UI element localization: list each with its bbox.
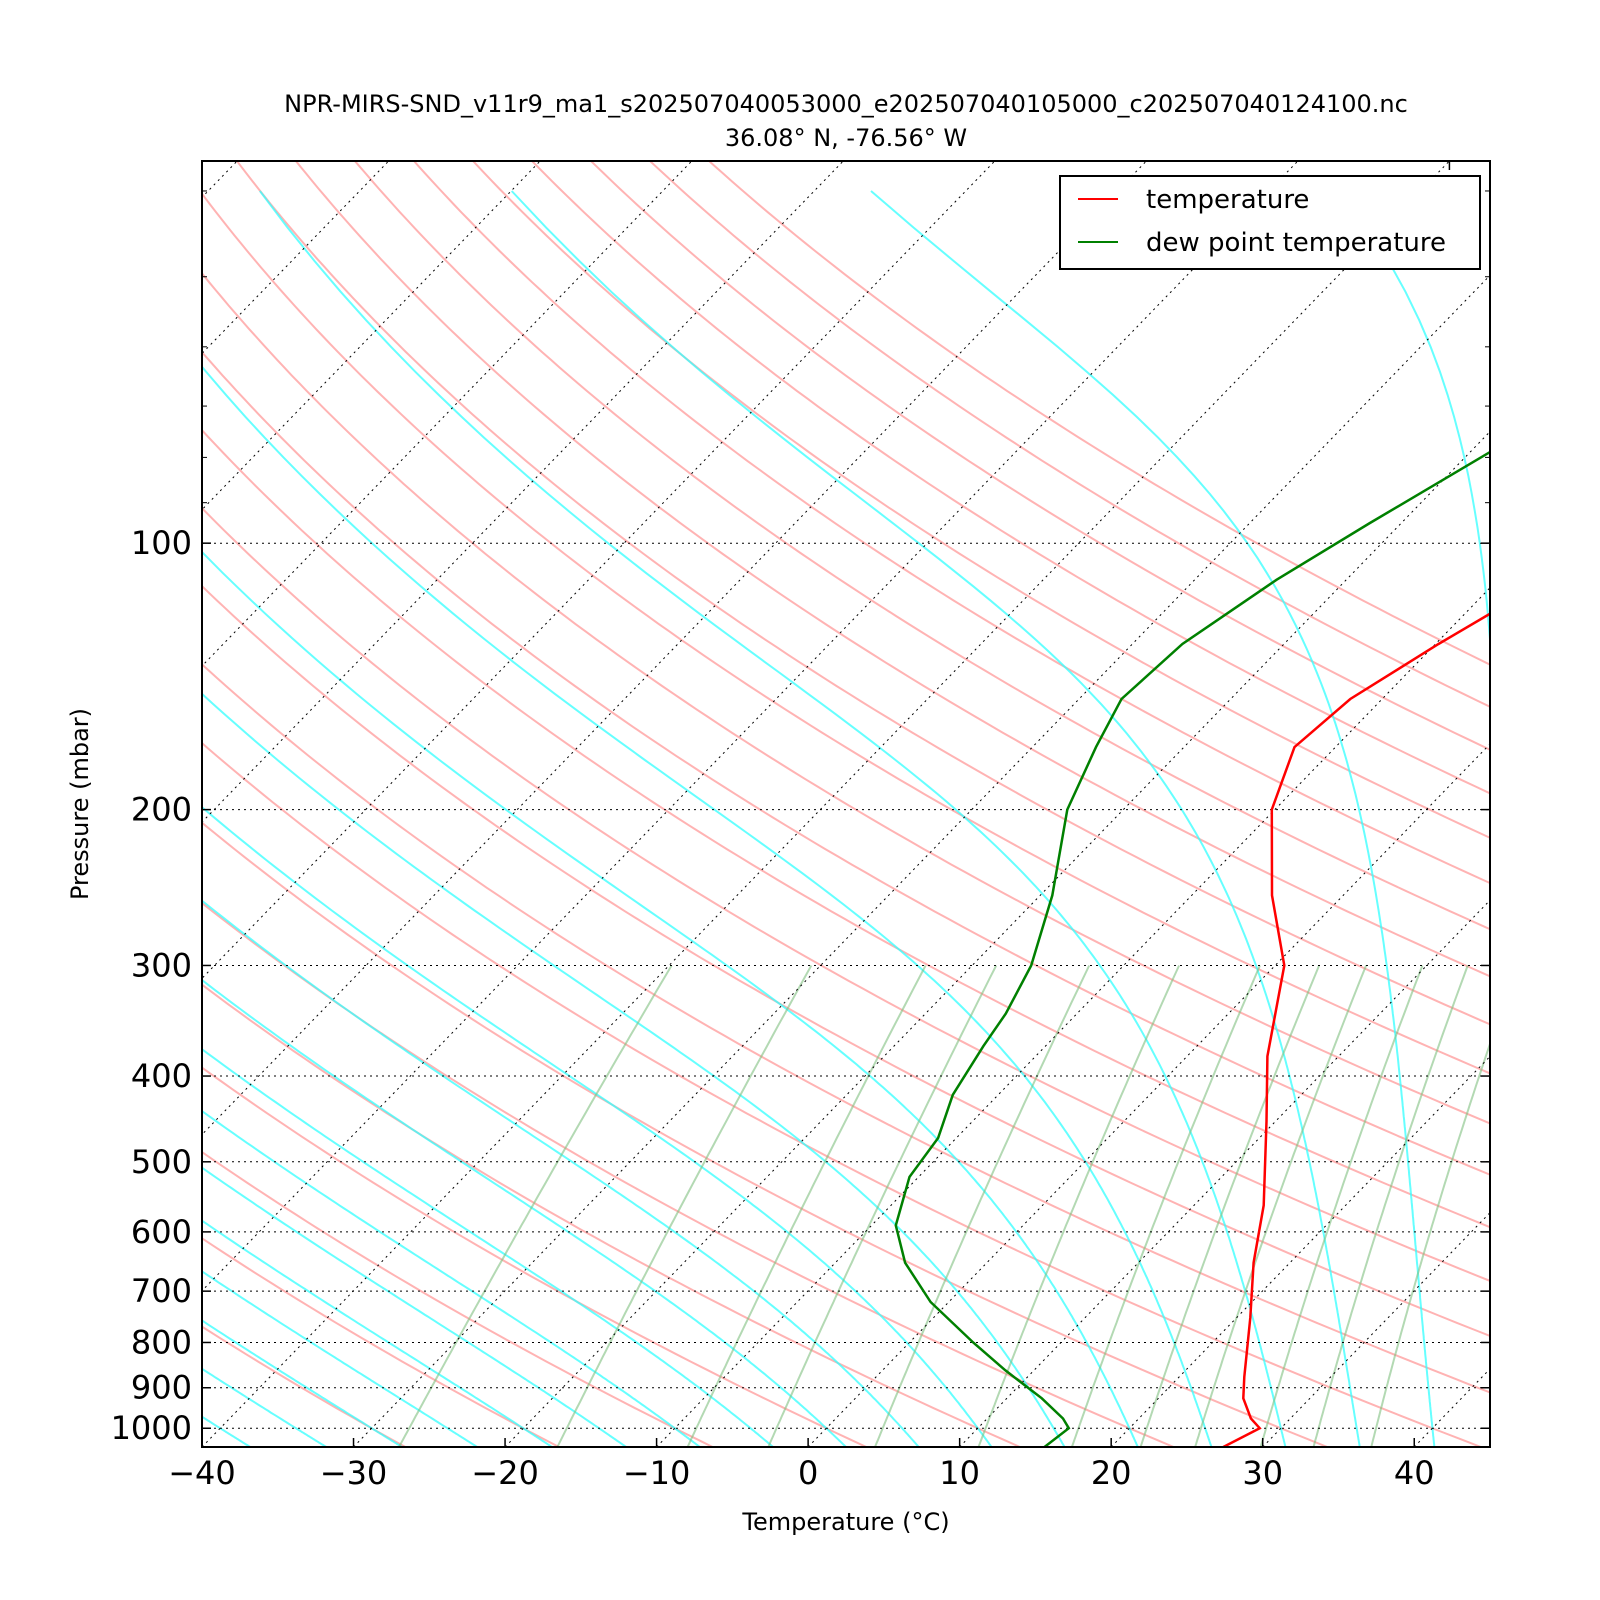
dry-adiabat [202, 983, 1021, 1447]
x-tick-label: −40 [168, 1454, 236, 1492]
x-tick-label: 30 [1242, 1454, 1283, 1492]
moist-adiabat [202, 978, 847, 1447]
moist-adiabat [202, 1219, 553, 1447]
isotherm-gridline [353, 274, 1490, 1447]
isotherm-gridline [807, 743, 1490, 1447]
y-axis-label: Pressure (mbar) [66, 708, 94, 900]
dry-adiabat [202, 271, 1490, 1125]
legend: temperature dew point temperature [1059, 175, 1481, 270]
temperature-line [1222, 612, 1490, 1447]
moist-adiabat [202, 1270, 478, 1447]
dry-adiabat [295, 161, 1490, 978]
dry-adiabat [202, 821, 1328, 1447]
dry-adiabat [236, 161, 1490, 1026]
mixing-ratio-line [767, 965, 998, 1447]
legend-label-temperature: temperature [1146, 185, 1309, 215]
mixing-ratio-line [1370, 1040, 1490, 1447]
moist-adiabat [202, 1109, 701, 1447]
dry-adiabat [202, 741, 1482, 1447]
isotherm-gridline [202, 161, 1147, 1136]
isotherm-gridline [202, 161, 1299, 1292]
isotherm-gridline [202, 161, 996, 980]
y-tick-label: 1000 [111, 1409, 192, 1447]
isotherm-gridline [1566, 161, 1600, 1447]
x-tick-label: 20 [1091, 1454, 1132, 1492]
mixing-ratio-line [1312, 965, 1469, 1447]
x-tick-label: −10 [623, 1454, 691, 1492]
moist-adiabat [202, 899, 920, 1447]
moist-adiabat [202, 1047, 774, 1447]
moist-adiabat [202, 1367, 327, 1447]
mixing-ratio-line [1259, 965, 1424, 1447]
y-tick-label: 900 [131, 1369, 192, 1407]
background-reference-lines [202, 161, 1490, 1447]
mixing-ratio-line [1070, 965, 1261, 1447]
mixing-ratio-line [977, 965, 1181, 1447]
isotherm-gridline [202, 161, 1450, 1447]
dry-adiabat [590, 161, 1490, 751]
dry-adiabat [708, 161, 1490, 666]
y-tick-label: 500 [131, 1143, 192, 1181]
dry-adiabat [413, 161, 1490, 885]
mixing-ratio-line [686, 965, 927, 1447]
dew-point-line [894, 450, 1490, 1447]
mixing-ratio-line [1194, 965, 1368, 1447]
moist-adiabat [202, 1319, 403, 1447]
y-tick-label: 700 [131, 1272, 192, 1310]
x-axis-label: Temperature (°C) [741, 1508, 949, 1536]
moist-adiabat [202, 365, 1213, 1447]
dry-adiabat [202, 901, 1174, 1447]
mixing-ratio-line [874, 965, 1091, 1447]
x-tick-label: 0 [798, 1454, 818, 1492]
dry-adiabat [354, 161, 1490, 931]
moist-adiabat [259, 190, 1287, 1447]
y-tick-label: 200 [131, 791, 192, 829]
mixing-ratio-line [398, 964, 673, 1447]
x-tick-label: −20 [471, 1454, 539, 1492]
moist-adiabat [510, 190, 1361, 1447]
x-tick-label: 10 [939, 1454, 980, 1492]
dry-adiabat [202, 192, 1490, 1075]
chart-subtitle: 36.08° N, -76.56° W [725, 124, 967, 152]
isotherm-gridline [504, 430, 1490, 1447]
plot-frame [201, 160, 1491, 1448]
series-lines [894, 450, 1490, 1447]
moist-adiabat [202, 692, 1066, 1447]
isotherm-gridline [656, 587, 1490, 1447]
x-tick-label: 40 [1394, 1454, 1435, 1492]
y-tick-label: 100 [131, 524, 192, 562]
chart-title: NPR-MIRS-SND_v11r9_ma1_s202507040053000_… [284, 90, 1408, 118]
moist-adiabat [870, 190, 1436, 1447]
grid-lines [202, 161, 1600, 1447]
moist-adiabat [202, 1166, 627, 1447]
y-tick-label: 300 [131, 946, 192, 984]
y-tick-label: 600 [131, 1213, 192, 1251]
dry-adiabat [202, 506, 1490, 1282]
x-tick-label: −30 [320, 1454, 388, 1492]
moist-adiabat [202, 805, 993, 1447]
legend-label-dewpoint: dew point temperature [1146, 228, 1446, 258]
legend-box [1059, 175, 1481, 270]
dry-adiabat [649, 161, 1490, 708]
mixing-ratio-line [1139, 965, 1321, 1447]
dry-adiabat [202, 350, 1490, 1176]
dry-adiabat [202, 428, 1490, 1229]
y-tick-label: 800 [131, 1323, 192, 1361]
dry-adiabat [531, 161, 1490, 795]
y-tick-label: 400 [131, 1057, 192, 1095]
isotherm-gridline [202, 161, 844, 823]
moist-adiabat [202, 550, 1139, 1447]
mixing-ratio-line [556, 965, 813, 1447]
